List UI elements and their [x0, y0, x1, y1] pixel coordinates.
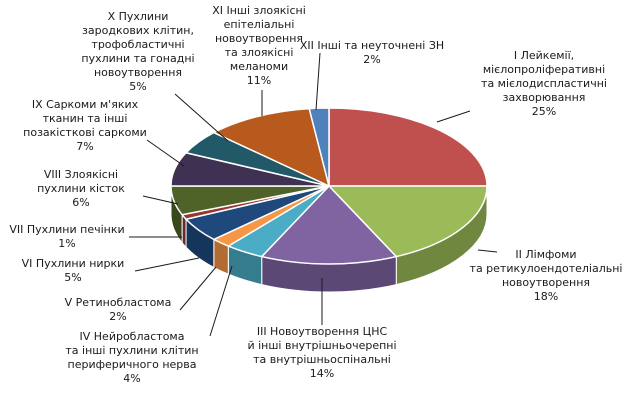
data-label-11: XI Інші злоякісніепітеліальніновоутворен…	[212, 4, 306, 87]
data-label-text-1: мієлопроліферативні	[483, 63, 605, 76]
data-label-text-6: VI Пухлини нирки	[22, 257, 125, 270]
data-label-value-12: 2%	[363, 53, 380, 66]
data-label-text-5: V Ретинобластома	[65, 296, 172, 309]
data-label-text-11: меланоми	[230, 60, 288, 73]
pie-sides	[170, 185, 488, 293]
slice-11	[212, 107, 331, 188]
data-label-12: XII Інші та неуточнені ЗН2%	[300, 39, 444, 66]
data-label-text-3: III Новоутворення ЦНС	[257, 325, 388, 338]
data-label-text-2: та ретикулоендотеліальні	[470, 262, 623, 275]
leader-line-12	[315, 52, 321, 111]
leader-line-8	[142, 195, 179, 205]
data-label-value-10: 5%	[129, 80, 146, 93]
data-label-text-10: новоутворення	[94, 66, 182, 79]
slice-12	[308, 107, 330, 187]
data-label-text-12: XII Інші та неуточнені ЗН	[300, 39, 444, 52]
pie-slices	[170, 107, 488, 265]
data-label-text-1: захворювання	[503, 91, 586, 104]
data-label-value-6: 5%	[64, 271, 81, 284]
data-label-text-11: та злоякісні	[225, 46, 294, 59]
data-label-text-9: тканин та інші	[43, 112, 128, 125]
data-label-text-4: периферичного нерва	[68, 358, 197, 371]
leader-line-5	[179, 266, 217, 311]
data-label-text-9: IX Саркоми м'яких	[32, 98, 139, 111]
data-label-text-8: VIII Злоякісні	[44, 168, 118, 181]
data-label-text-1: та мієлодиспластичні	[481, 77, 607, 90]
data-label-value-8: 6%	[72, 196, 89, 209]
data-label-value-1: 25%	[532, 105, 556, 118]
data-label-text-10: X Пухлини	[108, 10, 169, 23]
leader-line-1	[436, 110, 471, 123]
slice-2	[327, 185, 488, 258]
data-label-text-10: трофобластичні	[91, 38, 184, 51]
data-label-value-4: 4%	[123, 372, 140, 385]
data-label-value-5: 2%	[109, 310, 126, 323]
data-label-value-2: 18%	[534, 290, 558, 303]
data-label-text-2: II Лімфоми	[515, 248, 576, 261]
data-label-text-3: та внутрішньоспінальні	[253, 353, 391, 366]
data-label-text-1: I Лейкемії,	[514, 49, 574, 62]
slice-3	[260, 184, 398, 265]
leader-line-10	[174, 93, 229, 142]
slice-1	[328, 107, 488, 187]
data-label-value-11: 11%	[247, 74, 271, 87]
data-label-text-10: пухлини та гонадні	[81, 52, 194, 65]
data-label-text-11: новоутворення	[215, 32, 303, 45]
leader-line-9	[146, 139, 185, 167]
leader-line-6	[134, 257, 200, 272]
data-label-text-2: новоутворення	[502, 276, 590, 289]
data-label-value-3: 14%	[310, 367, 334, 380]
data-label-text-4: IV Нейробластома	[80, 330, 185, 343]
leader-line-2	[477, 249, 498, 253]
data-label-text-7: VII Пухлини печінки	[9, 223, 124, 236]
data-label-value-9: 7%	[76, 140, 93, 153]
leader-line-4	[209, 265, 233, 337]
data-label-text-4: та інші пухлини клітин	[65, 344, 198, 357]
data-label-text-11: епітеліальні	[224, 18, 295, 31]
data-label-text-9: позакісткові саркоми	[23, 126, 147, 139]
data-label-text-3: й інші внутрішньочерепні	[247, 339, 396, 352]
leader-lines	[129, 52, 498, 337]
data-label-text-8: пухлини кісток	[37, 182, 125, 195]
data-label-text-10: зародкових клітин,	[82, 24, 194, 37]
data-label-text-11: XI Інші злоякісні	[212, 4, 306, 17]
data-label-value-7: 1%	[58, 237, 75, 250]
